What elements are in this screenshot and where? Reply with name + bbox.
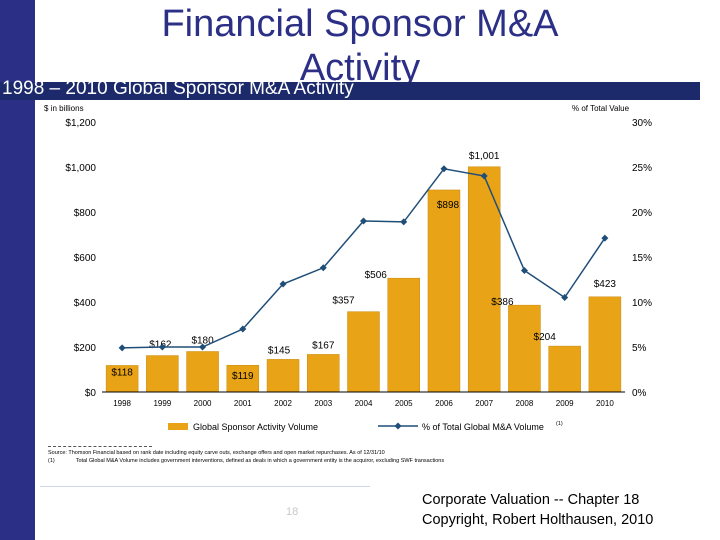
x-tick-label: 2010 [596,399,614,408]
line-marker [480,172,488,180]
bar-2003 [307,354,340,393]
y-tick-label-right: 30% [632,118,652,129]
page-number: 18 [286,506,299,518]
bar-value-label: $898 [437,200,460,211]
footer-divider [40,486,370,487]
bar-value-label: $506 [365,270,388,281]
legend-line-marker [394,422,402,430]
source-note: Source: Thomson Financial based on rank … [48,450,385,456]
line-marker [319,264,327,272]
bar-value-label: $119 [232,371,254,382]
x-tick-label: 2005 [395,399,413,408]
bar-value-label: $167 [312,340,335,351]
line-marker [561,294,569,301]
left-axis-unit: $ in billions [44,104,84,113]
bar-value-label: $118 [111,367,133,378]
x-tick-label: 2002 [274,399,292,408]
slide-subtitle: 1998 – 2010 Global Sponsor M&A Activity [2,78,354,99]
legend-bar-swatch [168,423,188,430]
legend-line-superscript: (1) [556,421,563,427]
x-tick-label: 1998 [113,399,131,408]
y-tick-label-right: 5% [632,343,647,354]
line-marker [360,217,367,225]
bar-2006 [427,189,461,393]
copyright-line-2: Copyright, Robert Holthausen, 2010 [422,512,654,528]
header-band [0,82,700,100]
copyright-block: Corporate Valuation -- Chapter 18 Copyri… [422,490,653,530]
footnote-text: Total Global M&A Volume includes governm… [75,458,445,464]
bar-1999 [146,355,179,393]
x-tick-label: 2001 [234,399,252,408]
footnote-marker: (1) [48,458,55,464]
footnote: (1) Total Global M&A Volume includes gov… [48,458,444,464]
bar-2005 [387,277,420,393]
line-marker [199,343,207,351]
bar-2000 [186,351,219,393]
y-tick-label-left: $800 [74,208,97,219]
bar-value-label: $1,001 [469,151,500,162]
sponsor-activity-chart: $0 $200 $400 $600 $800 $1,000 $1,200 0% 5% 10% 15… [65,118,652,432]
x-tick-label: 2003 [314,399,332,408]
y-tick-label-left: $1,000 [65,163,96,174]
source-divider [48,446,152,447]
line-marker [440,165,448,173]
line-marker [118,344,126,352]
y-tick-label-left: $0 [85,388,97,399]
bar-value-label: $180 [191,336,214,347]
bar-2009 [548,345,581,393]
line-marker [239,325,247,333]
line-marker [601,234,609,242]
bar-value-label: $357 [332,296,355,307]
line-marker [279,280,287,288]
x-tick-label: 2004 [355,399,373,408]
y-tick-label-right: 15% [632,253,652,264]
bar-value-label: $145 [268,345,291,356]
x-tick-label: 2008 [516,399,534,408]
x-tick-label: 2006 [435,399,453,408]
bar-2010 [588,296,622,393]
right-axis-unit: % of Total Value [572,104,630,113]
y-tick-label-right: 25% [632,163,652,174]
legend-bar-label: Global Sponsor Activity Volume [193,422,318,432]
bar-2004 [347,311,380,393]
line-marker [400,218,408,226]
bar-1998 [105,365,139,393]
y-tick-label-right: 0% [632,388,647,399]
bar-value-label: $423 [594,279,617,290]
line-marker [158,343,166,351]
y-tick-label-left: $600 [74,253,97,264]
slide-title: Financial Sponsor M&A Activity [161,3,559,89]
y-tick-label-right: 10% [632,298,652,309]
x-tick-label: 2007 [475,399,493,408]
bar-value-label: $162 [149,340,172,351]
bar-value-label: $386 [491,297,514,308]
y-tick-label-left: $400 [74,298,97,309]
y-tick-label-left: $200 [74,343,97,354]
bar-value-label: $204 [534,332,557,343]
bar-2002 [266,359,300,393]
x-tick-label: 2009 [556,399,574,408]
line-marker [520,267,528,274]
y-tick-label-right: 20% [632,208,652,219]
x-tick-label: 2000 [194,399,212,408]
bar-2008 [508,304,541,393]
copyright-line-1: Corporate Valuation -- Chapter 18 [422,492,640,508]
y-tick-label-left: $1,200 [65,118,96,129]
x-tick-label: 1999 [153,399,171,408]
legend-line-label: % of Total Global M&A Volume [422,422,544,432]
